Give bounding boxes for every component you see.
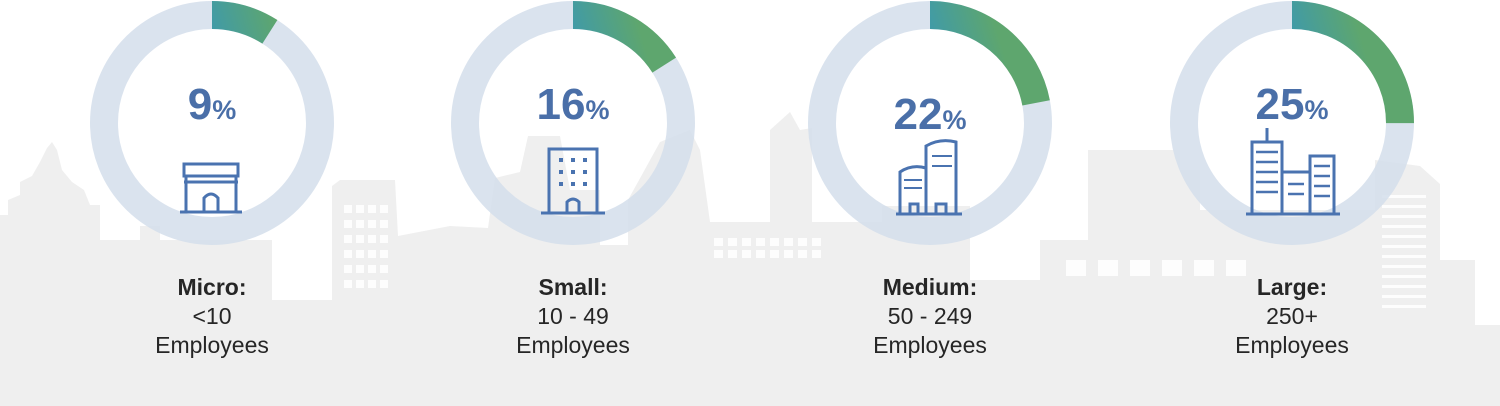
small-percent: 16% bbox=[451, 80, 695, 130]
medium-category-label: Medium: bbox=[882, 274, 978, 300]
shop-icon bbox=[180, 162, 242, 214]
medium-unit-label: Employees bbox=[873, 332, 987, 358]
micro-percent: 9% bbox=[90, 80, 334, 130]
micro-donut bbox=[90, 1, 334, 245]
corporate-complex-icon bbox=[1246, 128, 1340, 216]
micro-donut-value-arc bbox=[90, 1, 334, 245]
large-range-label: 250+ bbox=[1266, 303, 1318, 329]
small-range-label: 10 - 49 bbox=[537, 303, 609, 329]
percent-sign: % bbox=[1304, 95, 1329, 125]
large-unit-label: Employees bbox=[1235, 332, 1349, 358]
twin-buildings-icon bbox=[896, 139, 962, 216]
medium-range-label: 50 - 249 bbox=[887, 303, 973, 329]
small-percent-value: 16 bbox=[536, 80, 586, 129]
large-donut-value-arc bbox=[1170, 1, 1414, 245]
medium-percent-value: 22 bbox=[893, 90, 943, 139]
medium-donut-value-arc bbox=[808, 1, 1052, 245]
large-percent-value: 25 bbox=[1255, 80, 1305, 129]
medium-caption: Medium: 50 - 249 Employees bbox=[808, 273, 1052, 360]
skyline-silhouette bbox=[0, 112, 1500, 406]
micro-card: 9% Micro: <10 Employees bbox=[90, 0, 350, 406]
micro-category-label: Micro: bbox=[177, 274, 247, 300]
small-caption: Small: 10 - 49 Employees bbox=[451, 273, 695, 360]
medium-card: 22% Medium: 50 - 249 Employees bbox=[808, 0, 1068, 406]
micro-range-label: <10 bbox=[192, 303, 232, 329]
small-donut bbox=[451, 1, 695, 245]
large-donut bbox=[1170, 1, 1414, 245]
micro-caption: Micro: <10 Employees bbox=[90, 273, 334, 360]
percent-sign: % bbox=[942, 105, 967, 135]
micro-percent-value: 9 bbox=[187, 80, 213, 129]
large-caption: Large: 250+ Employees bbox=[1170, 273, 1414, 360]
small-card: 16% Small: 10 - 49 Employees bbox=[451, 0, 711, 406]
medium-donut bbox=[808, 1, 1052, 245]
micro-unit-label: Employees bbox=[155, 332, 269, 358]
percent-sign: % bbox=[585, 95, 610, 125]
medium-percent: 22% bbox=[808, 90, 1052, 140]
office-building-icon bbox=[541, 147, 605, 215]
percent-sign: % bbox=[212, 95, 237, 125]
small-category-label: Small: bbox=[538, 274, 608, 300]
small-donut-value-arc bbox=[451, 1, 695, 245]
large-category-label: Large: bbox=[1256, 274, 1328, 300]
small-unit-label: Employees bbox=[516, 332, 630, 358]
large-percent: 25% bbox=[1170, 80, 1414, 130]
large-card: 25% Large: 250+ Employees bbox=[1170, 0, 1430, 406]
